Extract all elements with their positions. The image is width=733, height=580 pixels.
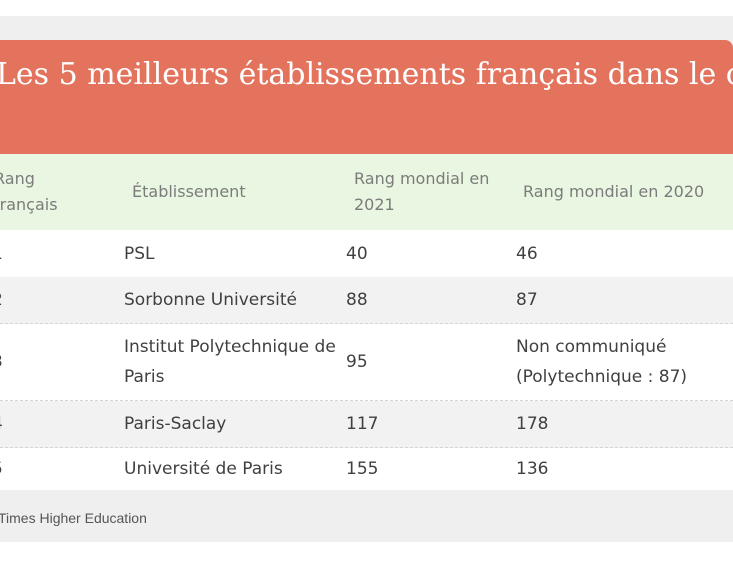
cell-rang-2021: 155 <box>346 459 379 479</box>
cell-rang: 2 <box>0 277 12 323</box>
cell-rang: 3 <box>0 324 12 400</box>
cell-rang-2020: 46 <box>516 243 538 264</box>
cell-rang: 1 <box>0 230 12 277</box>
header-rang-2021: Rang mondial en 2021 <box>354 169 490 214</box>
header-rang-francais: Rang français <box>0 169 58 214</box>
ranking-table: Rang français Établissement Rang mondial… <box>0 154 733 490</box>
source-credit: Times Higher Education <box>0 510 147 526</box>
cell-rang-2020: 136 <box>516 459 549 479</box>
cell-rang: 5 <box>0 448 12 490</box>
cell-rang-2020: 178 <box>516 414 549 434</box>
cell-rang-2021: 95 <box>346 352 368 372</box>
cell-etablissement: PSL <box>124 243 155 264</box>
table-row: 1 PSL 40 46 <box>0 230 733 277</box>
table-row: 5 Université de Paris 155 136 <box>0 448 733 490</box>
cell-etablissement: Sorbonne Université <box>124 290 297 310</box>
cell-rang-2021: 40 <box>346 243 368 264</box>
table-row: 3 Institut Polytechnique de Paris 95 Non… <box>0 324 733 401</box>
cell-rang: 4 <box>0 401 12 447</box>
cell-rang-2020: 87 <box>516 290 538 310</box>
table-header: Rang français Établissement Rang mondial… <box>0 154 733 230</box>
table-row: 2 Sorbonne Université 88 87 <box>0 277 733 324</box>
cell-etablissement: Paris-Saclay <box>124 414 227 434</box>
header-rang-2020: Rang mondial en 2020 <box>523 182 705 201</box>
cell-rang-2021: 88 <box>346 290 368 310</box>
cell-rang-2021: 117 <box>346 414 379 434</box>
page-title: Les 5 meilleurs établissements français … <box>0 57 733 92</box>
header-etablissement: Établissement <box>132 182 246 201</box>
cell-rang-2020: Non communiqué (Polytechnique : 87) <box>516 337 688 387</box>
cell-etablissement: Institut Polytechnique de Paris <box>124 337 336 387</box>
title-banner: Les 5 meilleurs établissements français … <box>0 40 733 154</box>
cell-etablissement: Université de Paris <box>124 459 283 479</box>
table-row: 4 Paris-Saclay 117 178 <box>0 401 733 448</box>
